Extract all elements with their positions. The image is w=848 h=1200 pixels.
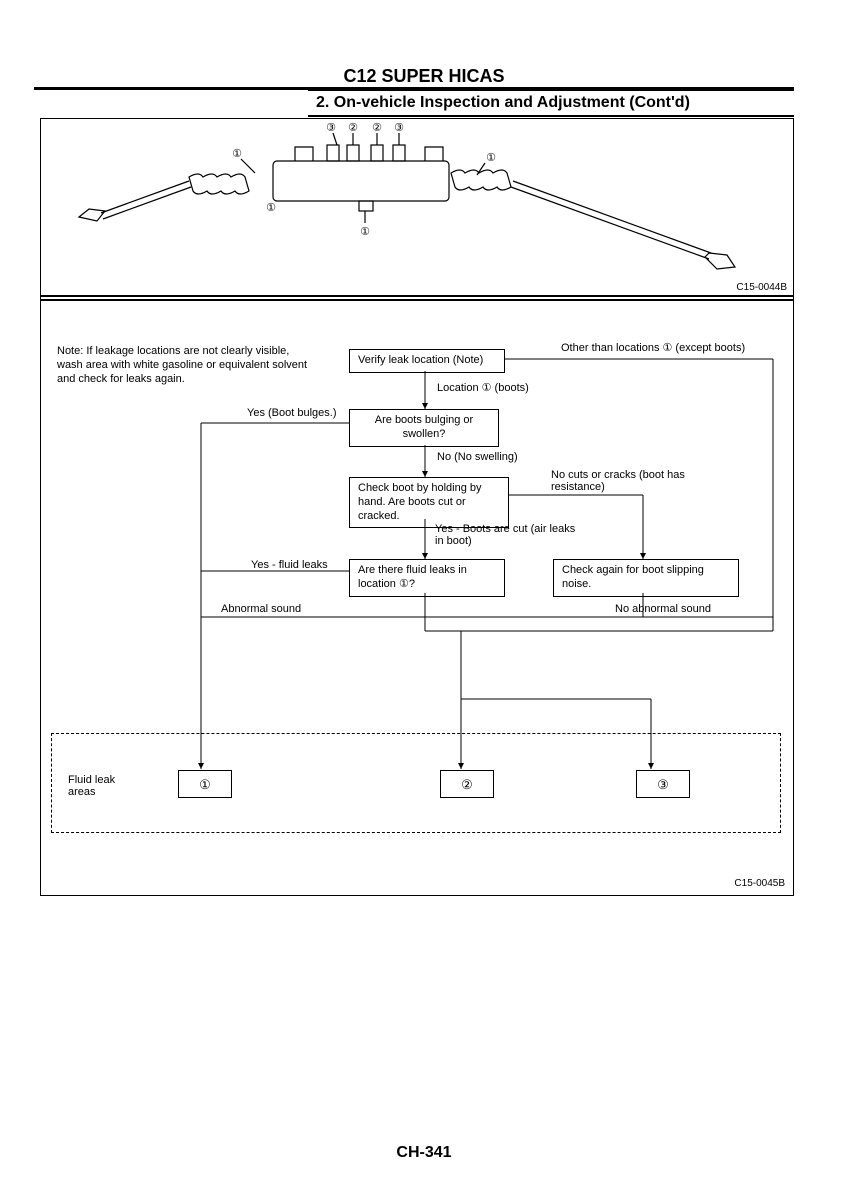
- note-text: Note: If leakage locations are not clear…: [57, 345, 313, 386]
- leak-box-2: ②: [440, 770, 494, 798]
- leak-areas-container: Fluid leak areas ① ② ③: [51, 733, 781, 833]
- svg-text:②: ②: [372, 122, 382, 134]
- box-bulging: Are boots bulging or swollen?: [349, 409, 499, 447]
- svg-text:①: ①: [360, 226, 370, 238]
- flow-caption: C15-0045B: [734, 878, 785, 889]
- box-checkboot: Check boot by holding by hand. Are boots…: [349, 477, 509, 528]
- leak-areas-label: Fluid leak areas: [68, 774, 138, 798]
- label-no-abn: No abnormal sound: [615, 603, 711, 615]
- label-no-cuts: No cuts or cracks (boot has resistance): [551, 469, 691, 493]
- section-title: 2. On-vehicle Inspection and Adjustment …: [308, 89, 794, 117]
- svg-text:②: ②: [348, 122, 358, 134]
- svg-text:①: ①: [486, 152, 496, 164]
- label-yes-bulge: Yes (Boot bulges.): [247, 407, 336, 419]
- svg-text:③: ③: [394, 122, 404, 134]
- page: C12 SUPER HICAS 2. On-vehicle Inspection…: [0, 0, 848, 1200]
- header-title: C12 SUPER HICAS: [0, 66, 848, 87]
- svg-text:①: ①: [232, 148, 242, 160]
- box-fluidleak: Are there fluid leaks in location ①?: [349, 559, 505, 597]
- label-location-1: Location ① (boots): [437, 381, 529, 394]
- illustration-caption: C15-0044B: [736, 282, 787, 293]
- label-other-than: Other than locations ① (except boots): [561, 341, 745, 354]
- label-abn: Abnormal sound: [221, 603, 301, 615]
- svg-text:③: ③: [326, 122, 336, 134]
- svg-text:①: ①: [266, 202, 276, 214]
- label-yes-cut: Yes - Boots are cut (air leaks in boot): [435, 523, 585, 547]
- label-yes-fluid: Yes - fluid leaks: [251, 559, 328, 571]
- leak-box-1: ①: [178, 770, 232, 798]
- page-number: CH-341: [0, 1144, 848, 1162]
- flowchart: Note: If leakage locations are not clear…: [41, 301, 793, 895]
- illustration-panel: ① ③ ② ② ③ ① ① ① C15-0044B: [41, 119, 793, 297]
- leak-box-3: ③: [636, 770, 690, 798]
- content-frame: ① ③ ② ② ③ ① ① ① C15-0044B Note: If leaka…: [40, 118, 794, 896]
- box-verify: Verify leak location (Note): [349, 349, 505, 373]
- box-slipping: Check again for boot slipping noise.: [553, 559, 739, 597]
- label-no-swell: No (No swelling): [437, 451, 518, 463]
- power-cylinder-illustration: ① ③ ② ② ③ ① ① ①: [41, 119, 795, 297]
